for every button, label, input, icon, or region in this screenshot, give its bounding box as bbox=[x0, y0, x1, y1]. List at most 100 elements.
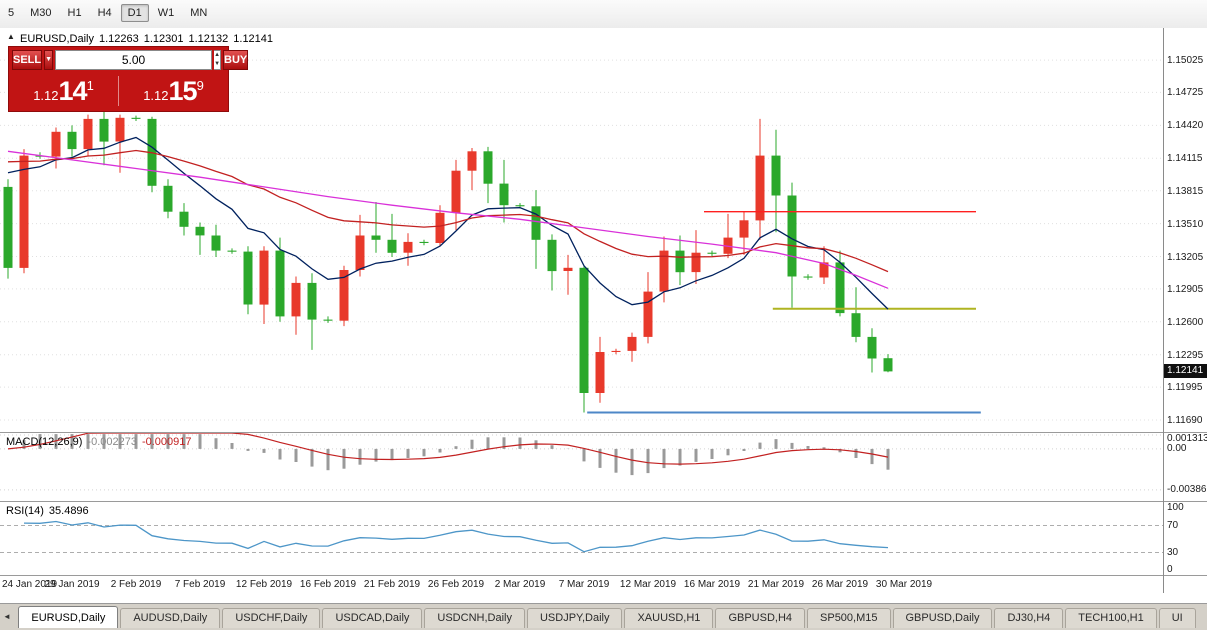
bid-big: 14 bbox=[58, 75, 88, 106]
chart-title: EURUSD,Daily 1.12263 1.12301 1.12132 1.12141 bbox=[20, 33, 278, 45]
rsi-pane[interactable]: RSI(14) 35.4896 bbox=[0, 501, 1163, 576]
pane-separator bbox=[1164, 501, 1207, 502]
timeframe-button-W1[interactable]: W1 bbox=[157, 7, 175, 19]
bid-pip: 1 bbox=[86, 77, 94, 93]
chart-tab[interactable]: GBPUSD,Daily bbox=[892, 608, 993, 628]
chart-tab[interactable]: XAUUSD,H1 bbox=[624, 608, 714, 628]
time-tick: 24 Jan 2019 bbox=[2, 579, 58, 590]
price-tick: 1.14115 bbox=[1167, 153, 1203, 165]
tab-scroll-left-icon[interactable]: ◄ bbox=[3, 612, 11, 621]
time-tick: 21 Feb 2019 bbox=[363, 579, 421, 590]
time-tick: 21 Mar 2019 bbox=[747, 579, 805, 590]
rsi-title: RSI(14) 35.4896 bbox=[6, 505, 94, 517]
ohlc-close: 1.12141 bbox=[233, 33, 274, 45]
chart-tab[interactable]: USDCNH,Daily bbox=[424, 608, 525, 628]
chart-tab[interactable]: EURUSD,Daily bbox=[18, 606, 119, 628]
price-tick: 1.14420 bbox=[1167, 120, 1204, 132]
timeframe-button-MN[interactable]: MN bbox=[190, 7, 208, 19]
time-tick: 2 Feb 2019 bbox=[110, 579, 162, 590]
timeframe-button-H1[interactable]: H1 bbox=[67, 7, 82, 19]
price-tick: 1.12905 bbox=[1167, 283, 1204, 295]
macd-value-signal: -0.000917 bbox=[141, 436, 192, 448]
chart-tab[interactable]: DJ30,H4 bbox=[994, 608, 1064, 628]
time-tick: 29 Jan 2019 bbox=[44, 579, 100, 590]
rsi-tick: 100 bbox=[1167, 502, 1184, 513]
macd-tick: -0.003862 bbox=[1167, 483, 1207, 495]
time-tick: 26 Mar 2019 bbox=[811, 579, 869, 590]
macd-chart bbox=[0, 433, 1163, 491]
spinner-up-icon[interactable]: ▲ bbox=[214, 52, 221, 58]
chart-tab[interactable]: USDCAD,Daily bbox=[322, 608, 423, 628]
spinner-down-icon[interactable]: ▼ bbox=[214, 61, 221, 67]
bid-prefix: 1.12 bbox=[33, 87, 59, 103]
one-click-trading-panel: SELL ▼ ▲ ▼ BUY 1.12141 1.12159 bbox=[8, 46, 249, 112]
macd-tick: 0.001313 bbox=[1167, 433, 1207, 444]
chart-tab[interactable]: USDJPY,Daily bbox=[526, 608, 623, 628]
price-tick: 1.12600 bbox=[1167, 316, 1204, 328]
time-tick: 2 Mar 2019 bbox=[494, 579, 546, 590]
rsi-value: 35.4896 bbox=[48, 505, 89, 517]
price-divider bbox=[118, 76, 119, 106]
chevron-down-icon[interactable]: ▼ bbox=[44, 50, 54, 70]
buy-button[interactable]: BUY bbox=[223, 50, 249, 70]
chart-tab[interactable]: TECH100,H1 bbox=[1065, 608, 1157, 628]
rsi-chart bbox=[0, 520, 1163, 553]
ask-big: 15 bbox=[168, 75, 198, 106]
chart-tab-bar: ◄ EURUSD,Daily AUDUSD,Daily USDCHF,Daily US… bbox=[0, 603, 1207, 630]
main-chart-pane[interactable]: ▲ EURUSD,Daily 1.12263 1.12301 1.12132 1.121… bbox=[0, 28, 1163, 432]
macd-title: MACD(12,26,9) -0.002273 -0.000917 bbox=[6, 436, 197, 448]
ohlc-high: 1.12301 bbox=[143, 33, 184, 45]
time-tick: 12 Mar 2019 bbox=[619, 579, 677, 590]
time-axis[interactable]: 24 Jan 2019 29 Jan 2019 2 Feb 2019 7 Feb 20… bbox=[0, 575, 1163, 594]
chart-title-symbol: EURUSD,Daily bbox=[20, 33, 94, 45]
time-tick: 12 Feb 2019 bbox=[235, 579, 293, 590]
timeframe-button-5[interactable]: 5 bbox=[8, 7, 15, 19]
macd-tick: 0.00 bbox=[1167, 442, 1187, 454]
chart-tab[interactable]: USDCHF,Daily bbox=[222, 608, 321, 628]
price-tick: 1.15025 bbox=[1167, 55, 1204, 67]
price-tick: 1.12295 bbox=[1167, 349, 1204, 361]
ask-price[interactable]: 1.12159 bbox=[119, 76, 228, 107]
time-tick: 26 Feb 2019 bbox=[427, 579, 485, 590]
time-tick: 7 Mar 2019 bbox=[558, 579, 610, 590]
macd-pane[interactable]: MACD(12,26,9) -0.002273 -0.000917 bbox=[0, 432, 1163, 502]
macd-value-main: -0.002273 bbox=[87, 436, 137, 448]
timeframe-button-H4[interactable]: H4 bbox=[97, 7, 112, 19]
price-tick: 1.13510 bbox=[1167, 218, 1204, 230]
timeframe-button-D1[interactable]: D1 bbox=[120, 4, 149, 22]
ohlc-low: 1.12132 bbox=[188, 33, 229, 45]
time-tick: 16 Mar 2019 bbox=[683, 579, 741, 590]
chart-tab[interactable]: UI bbox=[1158, 608, 1196, 628]
timeframe-button-M30[interactable]: M30 bbox=[30, 7, 52, 19]
price-scale[interactable]: 1.15025 1.14725 1.14420 1.14115 1.13815 1.135… bbox=[1163, 28, 1207, 593]
pane-separator bbox=[1164, 432, 1207, 433]
price-tick: 1.11995 bbox=[1167, 382, 1203, 394]
bid-price[interactable]: 1.12141 bbox=[9, 76, 118, 107]
price-tick: 1.13815 bbox=[1167, 185, 1204, 197]
rsi-tick: 0 bbox=[1167, 564, 1173, 575]
chart-tab[interactable]: GBPUSD,H4 bbox=[715, 608, 806, 628]
candlestick-chart[interactable] bbox=[0, 28, 1163, 432]
time-tick: 7 Feb 2019 bbox=[174, 579, 226, 590]
chart-tab[interactable]: AUDUSD,Daily bbox=[120, 608, 221, 628]
rsi-tick: 30 bbox=[1167, 546, 1179, 558]
one-click-toggle-icon[interactable]: ▲ bbox=[7, 32, 15, 41]
time-tick: 30 Mar 2019 bbox=[875, 579, 933, 590]
chart-tab[interactable]: SP500,M15 bbox=[807, 608, 891, 628]
price-tick: 1.13205 bbox=[1167, 251, 1204, 263]
bottom-gap bbox=[0, 593, 1207, 603]
price-tick: 1.14725 bbox=[1167, 87, 1204, 99]
ohlc-open: 1.12263 bbox=[98, 33, 139, 45]
current-price-badge: 1.12141 bbox=[1164, 364, 1207, 379]
volume-input[interactable] bbox=[55, 50, 213, 70]
macd-label: MACD(12,26,9) bbox=[6, 436, 83, 448]
time-tick: 16 Feb 2019 bbox=[299, 579, 357, 590]
timeframe-toolbar: 5 M30 H1 H4 D1 W1 MN bbox=[0, 0, 1207, 29]
price-tick: 1.11690 bbox=[1167, 415, 1203, 426]
sell-button[interactable]: SELL bbox=[12, 50, 43, 70]
ask-prefix: 1.12 bbox=[143, 87, 169, 103]
pane-separator bbox=[1164, 575, 1207, 576]
rsi-tick: 70 bbox=[1167, 519, 1179, 531]
volume-stepper[interactable]: ▲ ▼ bbox=[214, 50, 222, 70]
